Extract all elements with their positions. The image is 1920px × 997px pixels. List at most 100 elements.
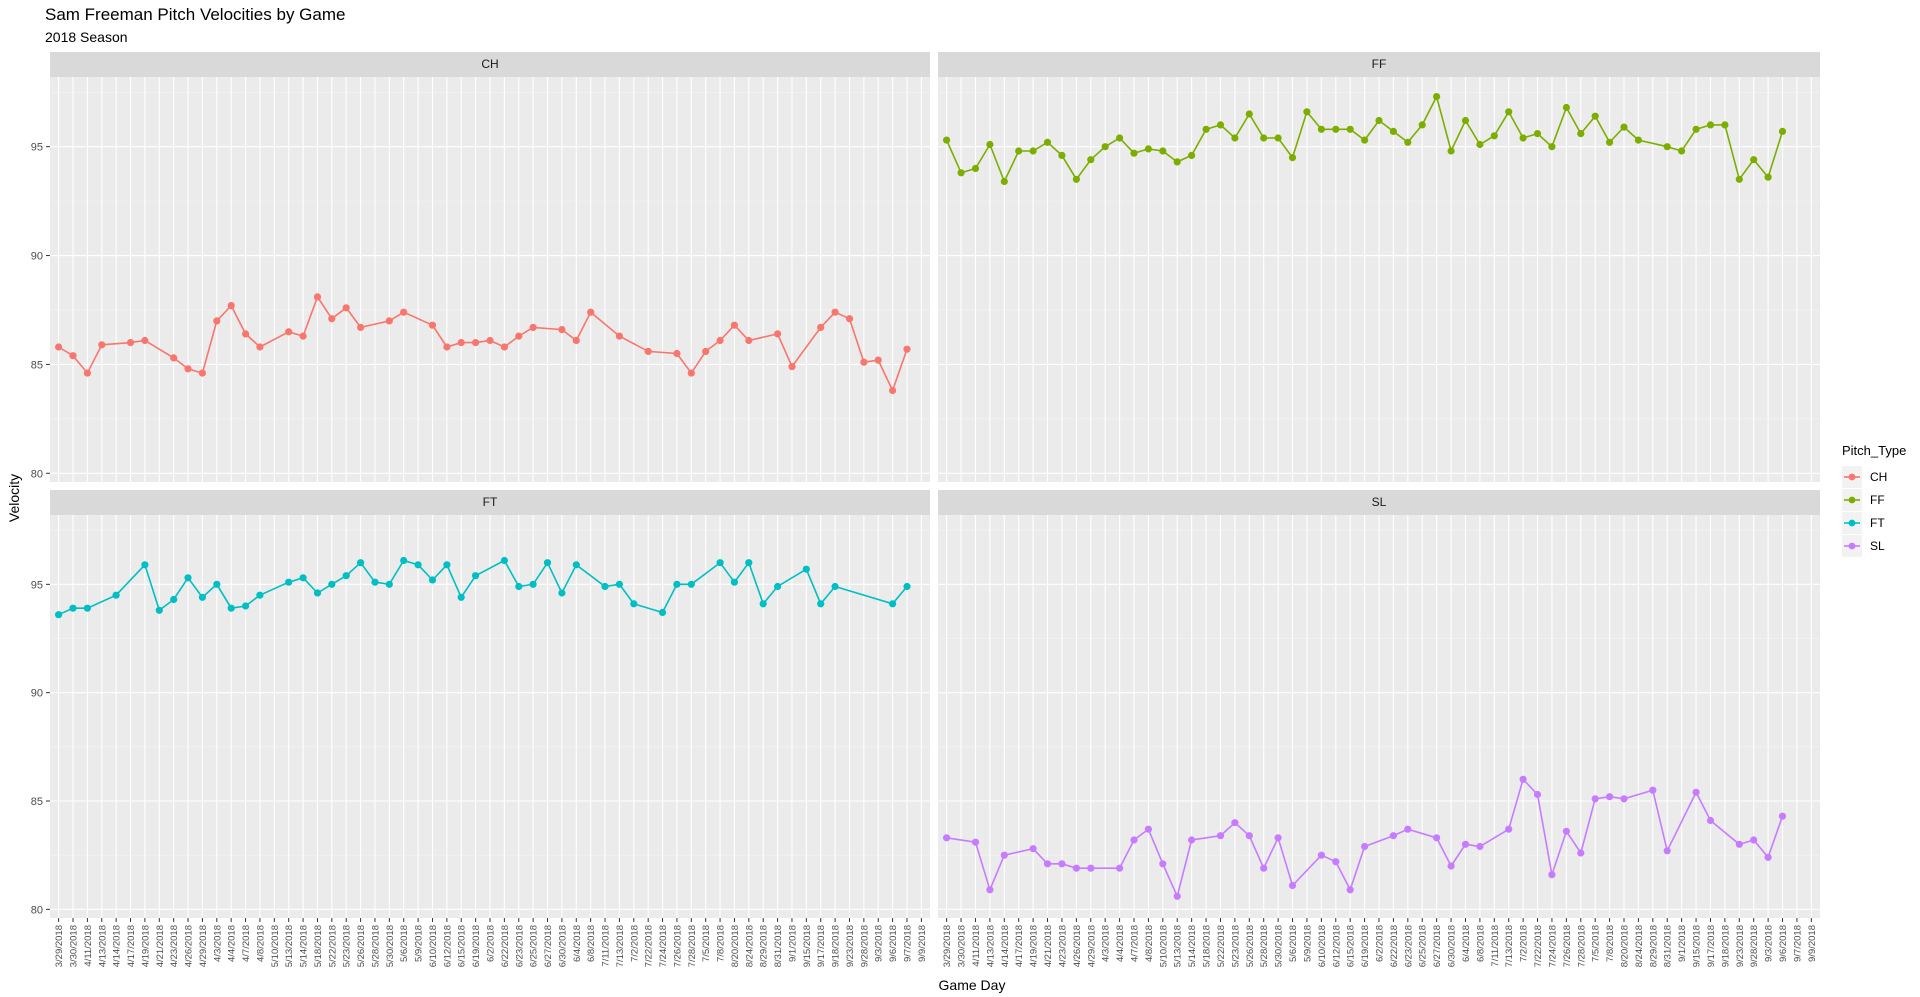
legend-key-point xyxy=(1848,473,1856,481)
data-point xyxy=(299,332,307,340)
x-tick-label: 6/15/2018 xyxy=(1346,925,1357,967)
data-point xyxy=(1634,136,1642,144)
data-point xyxy=(1620,123,1628,131)
x-tick-label: 5/6/2018 xyxy=(1288,925,1299,962)
data-point xyxy=(1245,110,1253,118)
x-tick-label: 5/26/2018 xyxy=(356,925,367,967)
data-point xyxy=(428,576,437,584)
x-tick-label: 6/19/2018 xyxy=(471,925,482,967)
x-tick-label: 8/29/2018 xyxy=(1648,925,1659,967)
x-tick-label: 9/15/2018 xyxy=(802,925,813,967)
data-point xyxy=(1519,775,1527,783)
data-point xyxy=(716,336,724,345)
x-tick-label: 6/22/2018 xyxy=(1389,925,1400,967)
x-tick-label: 9/15/2018 xyxy=(1692,925,1703,967)
data-point xyxy=(198,369,206,377)
legend-item-ch: CH xyxy=(1842,466,1887,488)
data-point xyxy=(986,140,994,149)
x-tick-label: 4/14/2018 xyxy=(112,925,123,967)
panel-sl: SL 3/29/2018 3/30/2018 4/11/2018 4/13/2018 4/… xyxy=(938,490,1820,967)
data-point xyxy=(903,345,911,353)
data-point xyxy=(1606,793,1614,801)
x-tick-label: 4/4/2018 xyxy=(1115,925,1126,962)
data-point xyxy=(1461,840,1470,848)
x-tick-label: 4/19/2018 xyxy=(140,925,151,967)
data-point xyxy=(184,365,192,373)
x-tick-label: 8/20/2018 xyxy=(1620,925,1631,967)
data-point xyxy=(1202,125,1210,133)
data-point xyxy=(1505,825,1513,833)
x-tick-label: 4/3/2018 xyxy=(212,925,223,962)
data-point xyxy=(400,556,408,565)
data-point xyxy=(1130,149,1138,157)
x-axis-title: Game Day xyxy=(939,977,1006,993)
x-tick-label: 5/26/2018 xyxy=(1245,925,1256,967)
x-tick-label: 6/10/2018 xyxy=(1317,925,1328,967)
x-tick-label: 7/28/2018 xyxy=(687,925,698,967)
x-tick-label: 5/10/2018 xyxy=(1158,925,1169,967)
x-tick-label: 6/27/2018 xyxy=(543,925,554,967)
data-point xyxy=(1389,127,1397,135)
data-point xyxy=(357,559,365,567)
data-point xyxy=(1058,151,1066,159)
data-point xyxy=(141,561,149,569)
data-point xyxy=(1447,147,1455,155)
data-point xyxy=(1188,836,1196,844)
data-point xyxy=(1678,147,1686,155)
data-point xyxy=(457,593,465,601)
data-point xyxy=(1144,145,1152,153)
data-point xyxy=(572,336,580,345)
data-point xyxy=(831,582,839,591)
data-point xyxy=(774,330,782,338)
legend: Pitch_Type CH FF FT SL xyxy=(1842,443,1906,557)
x-tick-label: 4/23/2018 xyxy=(169,925,180,967)
x-tick-label: 5/13/2018 xyxy=(284,925,295,967)
data-point xyxy=(1620,795,1628,803)
x-tick-label: 9/1/2018 xyxy=(787,925,798,962)
y-tick-label: 85 xyxy=(31,359,43,371)
x-tick-label: 5/9/2018 xyxy=(1302,925,1313,962)
data-point xyxy=(943,834,951,842)
x-tick-label: 6/27/2018 xyxy=(1432,925,1443,967)
data-point xyxy=(1735,840,1743,848)
data-point xyxy=(774,582,782,591)
x-tick-label: 7/13/2018 xyxy=(1504,925,1515,967)
x-tick-label: 6/22/2018 xyxy=(500,925,511,967)
x-tick-label: 8/24/2018 xyxy=(744,925,755,967)
x-tick-label: 9/6/2018 xyxy=(888,925,899,962)
x-tick-label: 7/11/2018 xyxy=(601,925,612,967)
facet-strip xyxy=(50,490,930,515)
data-point xyxy=(1418,121,1426,129)
data-point xyxy=(313,589,322,597)
x-tick-label: 7/5/2018 xyxy=(1591,925,1602,962)
data-point xyxy=(1332,858,1340,866)
facet-strip-label: FT xyxy=(483,495,498,509)
data-point xyxy=(1562,103,1570,112)
data-point xyxy=(860,358,868,366)
legend-label: FT xyxy=(1870,516,1885,530)
x-tick-label: 7/8/2018 xyxy=(716,925,727,962)
data-point xyxy=(1721,121,1729,129)
data-point xyxy=(1663,847,1671,855)
data-point xyxy=(1591,795,1599,803)
data-point xyxy=(1317,125,1325,133)
data-point xyxy=(1346,125,1354,133)
x-tick-label: 5/23/2018 xyxy=(342,925,353,967)
data-point xyxy=(385,317,393,325)
x-tick-label: 6/2/2018 xyxy=(486,925,497,962)
x-tick-label: 7/2/2018 xyxy=(1519,925,1530,962)
data-point xyxy=(256,343,264,351)
data-point xyxy=(1461,116,1470,125)
x-tick-label: 8/31/2018 xyxy=(773,925,784,967)
data-point xyxy=(184,574,192,582)
x-tick-label: 4/29/2018 xyxy=(1086,925,1097,967)
y-tick-label: 90 xyxy=(31,688,43,700)
data-point xyxy=(500,556,508,565)
data-point xyxy=(1029,147,1037,155)
x-tick-label: 9/3/2018 xyxy=(874,925,885,962)
data-point xyxy=(285,328,293,336)
data-point xyxy=(1288,881,1297,890)
data-point xyxy=(874,356,882,364)
x-tick-label: 5/14/2018 xyxy=(299,925,310,967)
